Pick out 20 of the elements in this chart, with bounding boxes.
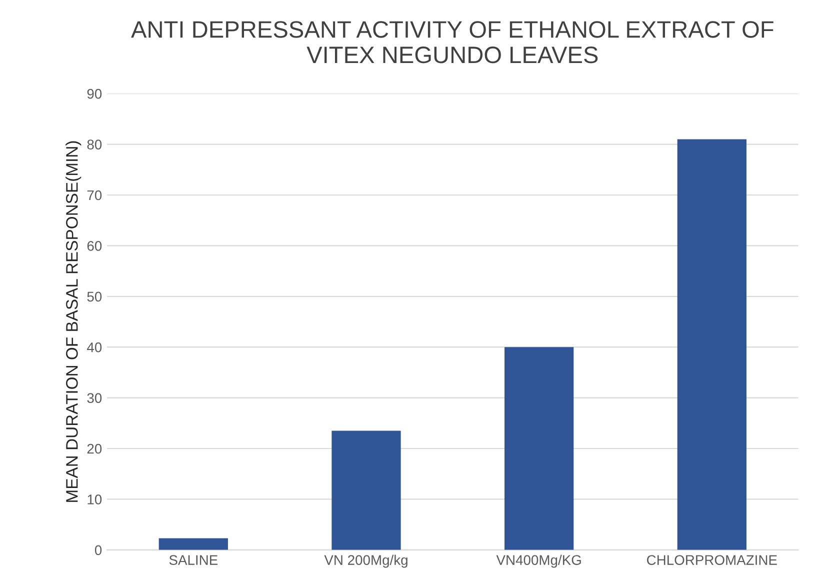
x-tick-label: VN400Mg/KG	[496, 554, 581, 568]
bar	[504, 347, 574, 550]
y-tick-label: 50	[87, 292, 102, 302]
x-tick-label: SALINE	[169, 555, 218, 565]
y-tick-label: 80	[87, 140, 102, 150]
bar	[332, 430, 401, 550]
y-tick-label: 70	[87, 190, 102, 200]
y-tick-label: 60	[87, 241, 102, 251]
y-tick-label: 30	[87, 393, 102, 403]
y-tick-label: 10	[88, 494, 102, 504]
x-tick-label: VN 200Mg/kg	[324, 554, 408, 568]
y-tick-label: 90	[87, 88, 102, 99]
y-tick-label: 0	[94, 545, 102, 556]
bar	[158, 538, 228, 550]
bar	[677, 139, 746, 550]
y-tick-label: 40	[87, 342, 102, 352]
y-tick-label: 20	[87, 444, 102, 454]
y-axis-title: MEAN DURATION OF BASAL RESPONSE(MIN)	[66, 141, 82, 502]
x-tick-label: CHLORPROMAZINE	[647, 555, 777, 565]
chart-title: ANTI DEPRESSANT ACTIVITY OF ETHANOL EXTRACT OF VITEX NEGUNDO LEAVES	[131, 21, 774, 64]
